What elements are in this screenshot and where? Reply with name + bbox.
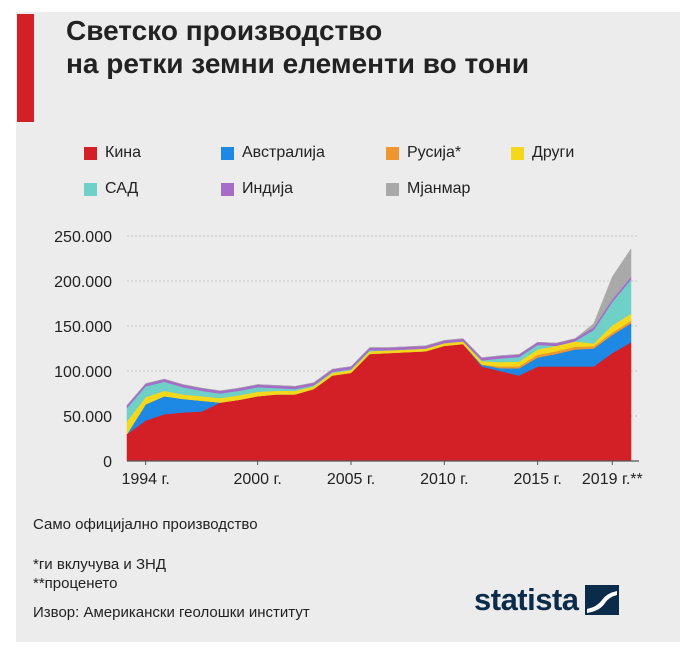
legend-label: Други: [532, 144, 575, 161]
legend-swatch: [511, 146, 524, 160]
area-series-6: [126, 248, 632, 406]
legend-label: Русија*: [407, 144, 462, 161]
legend-label: Индија: [242, 180, 294, 197]
chart-card: [16, 12, 680, 642]
legend-swatch: [221, 182, 234, 196]
y-tick-label: 0: [103, 454, 112, 471]
y-tick-label: 250.000: [54, 229, 112, 246]
x-tick-label: 2010 г.: [420, 471, 468, 488]
title-line-2: на ретки земни елементи во тони: [66, 48, 530, 79]
x-tick-label: 2015 г.: [513, 471, 561, 488]
note-official: Само официјално производство: [33, 516, 258, 533]
chart-title: Светско производство на ретки земни елем…: [66, 14, 529, 80]
legend-swatch: [221, 146, 234, 160]
y-tick-label: 100.000: [54, 364, 112, 381]
x-tick-label: 2005 г.: [327, 471, 375, 488]
footnote-cis: *ги вклучува и ЗНД: [33, 556, 167, 573]
y-tick-label: 50.000: [63, 409, 112, 426]
legend-item-australia: Австралија: [221, 144, 325, 162]
legend-item-usa: САД: [84, 180, 138, 198]
accent-bar: [17, 14, 34, 122]
y-tick-label: 200.000: [54, 274, 112, 291]
legend-label: САД: [105, 180, 139, 197]
legend-swatch: [386, 146, 399, 160]
footnote-estimated: **проценето: [33, 575, 118, 592]
statista-logo-icon: [584, 585, 619, 615]
legend-item-india: Индија: [221, 180, 293, 198]
title-line-1: Светско производство: [66, 15, 383, 46]
legend-item-myanmar: Мјанмар: [386, 180, 470, 198]
legend-item-china: Кина: [84, 144, 141, 162]
y-tick-label: 150.000: [54, 319, 112, 336]
statista-logo: statista: [474, 582, 619, 618]
axis-layer: 0 50.000 100.000 150.000 200.000 250.000 1994 …: [54, 229, 643, 488]
x-tick-label: 2000 г.: [233, 471, 281, 488]
legend-label: Австралија: [242, 144, 325, 161]
source-note: Извор: Американски геолошки институт: [33, 604, 310, 621]
legend: Кина Австралија Русија* Други САД Индија…: [84, 144, 644, 204]
legend-swatch: [84, 182, 97, 196]
x-tick-label: 2019 г.**: [582, 471, 643, 488]
legend-item-other: Други: [511, 144, 574, 162]
logo-text: statista: [474, 582, 579, 617]
legend-label: Мјанмар: [407, 180, 471, 197]
legend-label: Кина: [105, 144, 141, 161]
legend-item-russia: Русија*: [386, 144, 461, 162]
legend-swatch: [84, 146, 97, 160]
x-tick-label: 1994 г.: [121, 471, 169, 488]
legend-swatch: [386, 182, 399, 196]
